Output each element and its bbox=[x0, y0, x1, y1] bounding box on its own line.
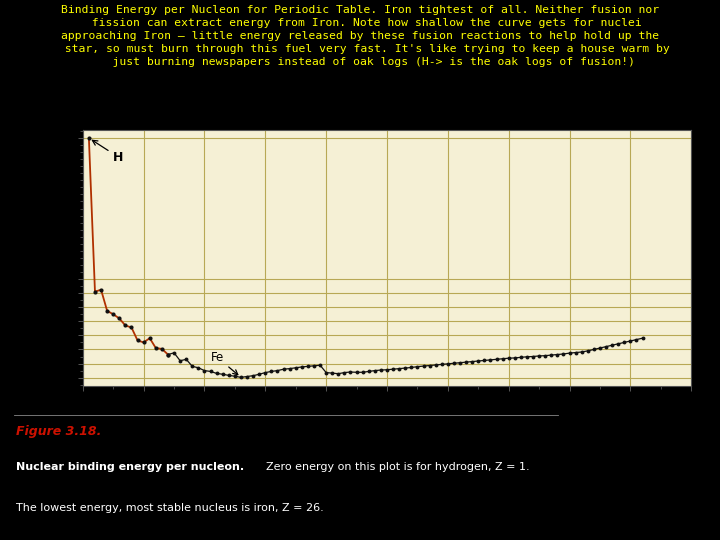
Text: Binding Energy per Nucleon for Periodic Table. Iron tightest of all. Neither fus: Binding Energy per Nucleon for Periodic … bbox=[50, 5, 670, 66]
Text: Zero energy on this plot is for hydrogen, Z = 1.: Zero energy on this plot is for hydrogen… bbox=[266, 462, 530, 472]
Text: Fe: Fe bbox=[210, 351, 238, 375]
Y-axis label: Molar binding energy per nucleon, (kJ·mol⁻¹) × 10⁻⁷: Molar binding energy per nucleon, (kJ·mo… bbox=[38, 131, 48, 384]
Text: Nuclear binding energy per nucleon.: Nuclear binding energy per nucleon. bbox=[16, 462, 248, 472]
Text: The lowest energy, most stable nucleus is iron, Z = 26.: The lowest energy, most stable nucleus i… bbox=[16, 503, 323, 512]
Text: Figure 3.18.: Figure 3.18. bbox=[16, 426, 101, 438]
X-axis label: Atomic number: Atomic number bbox=[341, 410, 433, 423]
Text: H: H bbox=[92, 140, 124, 164]
